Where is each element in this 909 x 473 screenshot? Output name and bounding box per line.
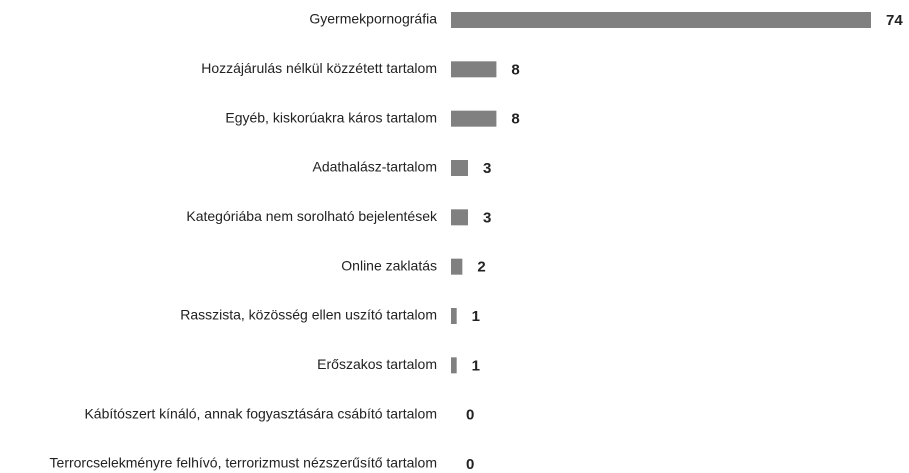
value-label: 2 — [477, 259, 485, 276]
category-label: Terrorcselekményre felhívó, terrorizmust… — [50, 455, 437, 471]
bar — [451, 160, 469, 176]
category-label: Hozzájárulás nélkül közzétett tartalom — [201, 60, 437, 76]
bar — [451, 12, 871, 28]
bar — [451, 110, 497, 127]
category-label: Gyermekpornográfia — [309, 11, 437, 27]
value-label: 74 — [886, 12, 903, 29]
value-label: 0 — [466, 456, 474, 473]
category-label: Erőszakos tartalom — [317, 356, 437, 372]
value-label: 3 — [483, 160, 491, 177]
value-label: 1 — [472, 357, 480, 374]
value-label: 0 — [466, 407, 474, 424]
bar — [451, 308, 457, 324]
value-label: 3 — [483, 209, 491, 226]
category-label: Kategóriába nem sorolható bejelentések — [186, 208, 438, 224]
category-label: Egyéb, kiskorúakra káros tartalom — [225, 109, 437, 125]
bar — [451, 258, 463, 275]
value-label: 8 — [511, 61, 519, 78]
bar — [451, 61, 497, 78]
category-label: Rasszista, közösség ellen uszító tartalo… — [180, 307, 437, 323]
bar — [451, 357, 457, 374]
category-label: Kábítószert kínáló, annak fogyasztására … — [84, 405, 437, 421]
category-label: Adathalász-tartalom — [312, 159, 437, 175]
category-label: Online zaklatás — [341, 257, 437, 273]
bar — [451, 209, 469, 226]
value-label: 8 — [511, 111, 519, 128]
value-label: 1 — [472, 308, 480, 325]
